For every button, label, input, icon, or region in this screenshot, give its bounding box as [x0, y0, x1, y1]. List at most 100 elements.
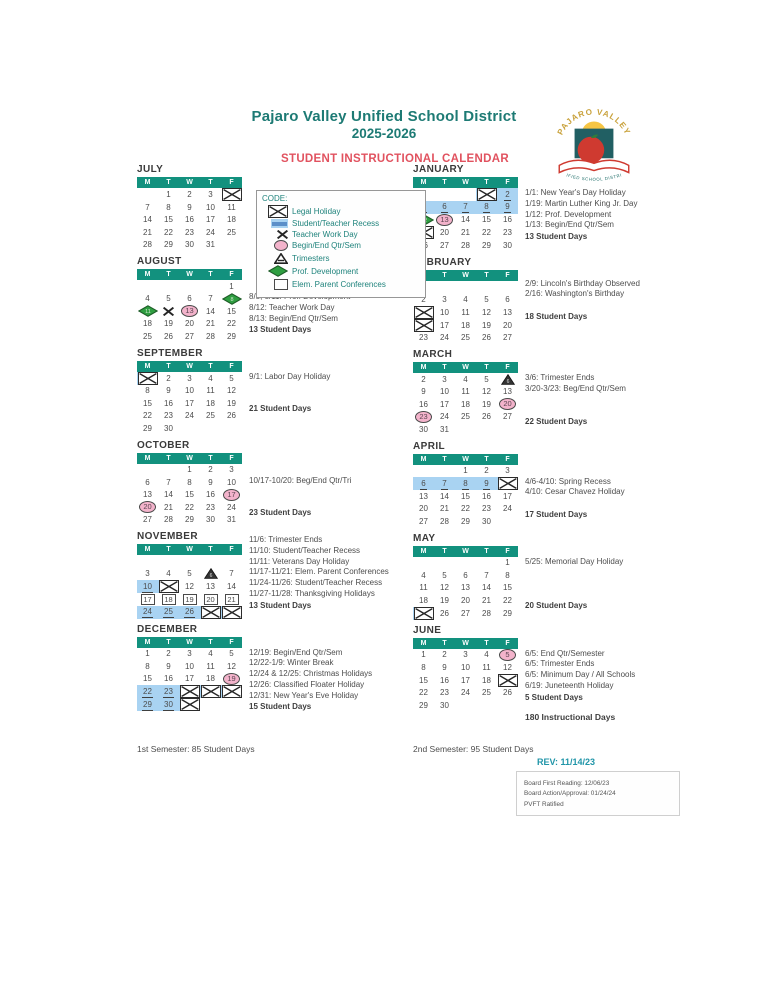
legend-title: CODE:: [262, 194, 288, 203]
day-number: 3: [208, 190, 213, 199]
calendar-day: 15: [179, 489, 200, 502]
weekday-header: W: [179, 177, 200, 188]
day-number: 5: [484, 294, 489, 304]
calendar-day: [200, 698, 221, 711]
day-number: 8: [483, 202, 490, 214]
calendar-day: 12: [497, 661, 518, 674]
calendar-day: 11: [476, 661, 497, 674]
calendar-day: 27: [497, 332, 518, 345]
day-number: 10: [440, 387, 449, 397]
day-number: 5: [442, 570, 447, 580]
day-number: 16: [185, 215, 194, 225]
day-number: 19: [482, 320, 491, 330]
day-number: 27: [143, 515, 152, 525]
calendar-day: [221, 685, 242, 698]
calendar-day: 29: [413, 699, 434, 712]
day-number: 6: [505, 294, 510, 304]
calendar-day: 19: [221, 397, 242, 410]
calendar-day: 22: [137, 685, 158, 698]
svg-text:6: 6: [506, 379, 509, 385]
calendar-day: 10: [221, 476, 242, 489]
day-number: 5: [187, 569, 192, 579]
calendar-day: 9: [413, 386, 434, 399]
day-number: 22: [482, 228, 491, 237]
day-number: 22: [503, 595, 512, 605]
day-number: 4: [484, 650, 489, 660]
day-number: 12: [482, 307, 491, 317]
calendar-day: 25: [137, 330, 158, 343]
day-number: 10: [142, 581, 153, 593]
day-number: 18: [461, 399, 470, 409]
calendar-day: 29: [476, 239, 497, 252]
calendar-day: 4: [476, 649, 497, 662]
day-number: 22: [227, 319, 236, 329]
calendar-day: [158, 580, 179, 593]
weekday-header: M: [413, 637, 434, 649]
calendar-day: 5: [221, 372, 242, 385]
total-instructional-days: 180 Instructional Days: [525, 712, 616, 722]
day-number: 19: [164, 319, 173, 329]
calendar-day: 14: [221, 580, 242, 593]
day-number: 13: [503, 387, 512, 397]
day-number: 5: [229, 649, 234, 659]
begin-end-qtr-circle: 13: [181, 305, 198, 318]
student-days: 18 Student Days: [525, 312, 588, 322]
month-august: AUGUST M T W T F 1 4 5 6 7 8 11 13 14 15 18 19 20 21 22 25 26…: [137, 256, 249, 343]
calendar-day: 30: [158, 698, 179, 711]
weekday-header: T: [476, 177, 497, 188]
month-grid: M T W T F 1 2 3 4 5 8 9 10 11 12 15 16 17 18 22 23 24 25 26 29 30: [413, 637, 518, 712]
month-december: DECEMBER M T W T F 1 2 3 4 5 8 9 10 11 12 15 16 17 18 19 22 23…: [137, 624, 249, 712]
legal-holiday-icon: [221, 188, 242, 201]
calendar-day: 7: [455, 201, 476, 214]
month-october: OCTOBER M T W T F 1 2 3 6 7 8 9 10 13 14 15 16 17 20 21 22 23…: [137, 440, 249, 527]
calendar-day: 9: [434, 661, 455, 674]
calendar-title: STUDENT INSTRUCTIONAL CALENDAR: [281, 153, 509, 165]
calendar-day: [158, 464, 179, 477]
calendar-day: 8: [497, 569, 518, 582]
day-number: 20: [440, 228, 449, 237]
calendar-day: 26: [221, 410, 242, 423]
calendar-day: 18: [413, 594, 434, 607]
calendar-day: 16: [179, 214, 200, 227]
calendar-day: 23: [158, 685, 179, 698]
calendar-day: 20: [434, 226, 455, 239]
day-number: 15: [143, 398, 152, 408]
calendar-day: 13: [497, 386, 518, 399]
calendar-day: 30: [158, 422, 179, 435]
semester-2-days: 2nd Semester: 95 Student Days: [413, 744, 534, 754]
month-note: 2/16: Washington's Birthday: [525, 289, 625, 299]
month-row-september: SEPTEMBER M T W T F 2 3 4 5 8 9 10 11 12 15 16 17 18 19 22 23…: [137, 348, 409, 435]
weekday-header: T: [158, 452, 179, 464]
day-number: 25: [461, 333, 470, 343]
day-number: 14: [440, 491, 449, 501]
calendar-day: 3: [497, 465, 518, 478]
calendar-day: 25: [455, 411, 476, 424]
month-title: NOVEMBER: [137, 531, 198, 542]
calendar-day: 13: [137, 489, 158, 502]
weekday-header: M: [137, 636, 158, 648]
calendar-day: [413, 557, 434, 570]
school-year: 2025-2026: [351, 126, 417, 141]
day-number: 26: [184, 607, 195, 618]
calendar-day: [179, 685, 200, 698]
day-number: 19: [482, 399, 491, 409]
calendar-day: [455, 557, 476, 570]
month-title: SEPTEMBER: [137, 347, 203, 359]
day-number: 13: [503, 307, 512, 317]
calendar-day: 12: [476, 386, 497, 399]
calendar-day: 28: [434, 515, 455, 528]
calendar-day: 30: [179, 239, 200, 252]
legal-holiday-icon: [221, 685, 242, 698]
calendar-day: 15: [476, 214, 497, 227]
month-note: 11/11: Veterans Day Holiday: [249, 556, 350, 566]
calendar-day: 25: [455, 332, 476, 345]
month-note: 1/1: New Year's Day Holiday: [525, 188, 626, 197]
day-number: 10: [185, 661, 194, 671]
weekday-header: M: [137, 544, 158, 555]
calendar-day: [137, 188, 158, 201]
calendar-day: 6: [200, 568, 221, 581]
day-number: 1: [421, 650, 426, 660]
legal-holiday-icon: [179, 685, 200, 698]
weekday-header: F: [497, 362, 518, 373]
